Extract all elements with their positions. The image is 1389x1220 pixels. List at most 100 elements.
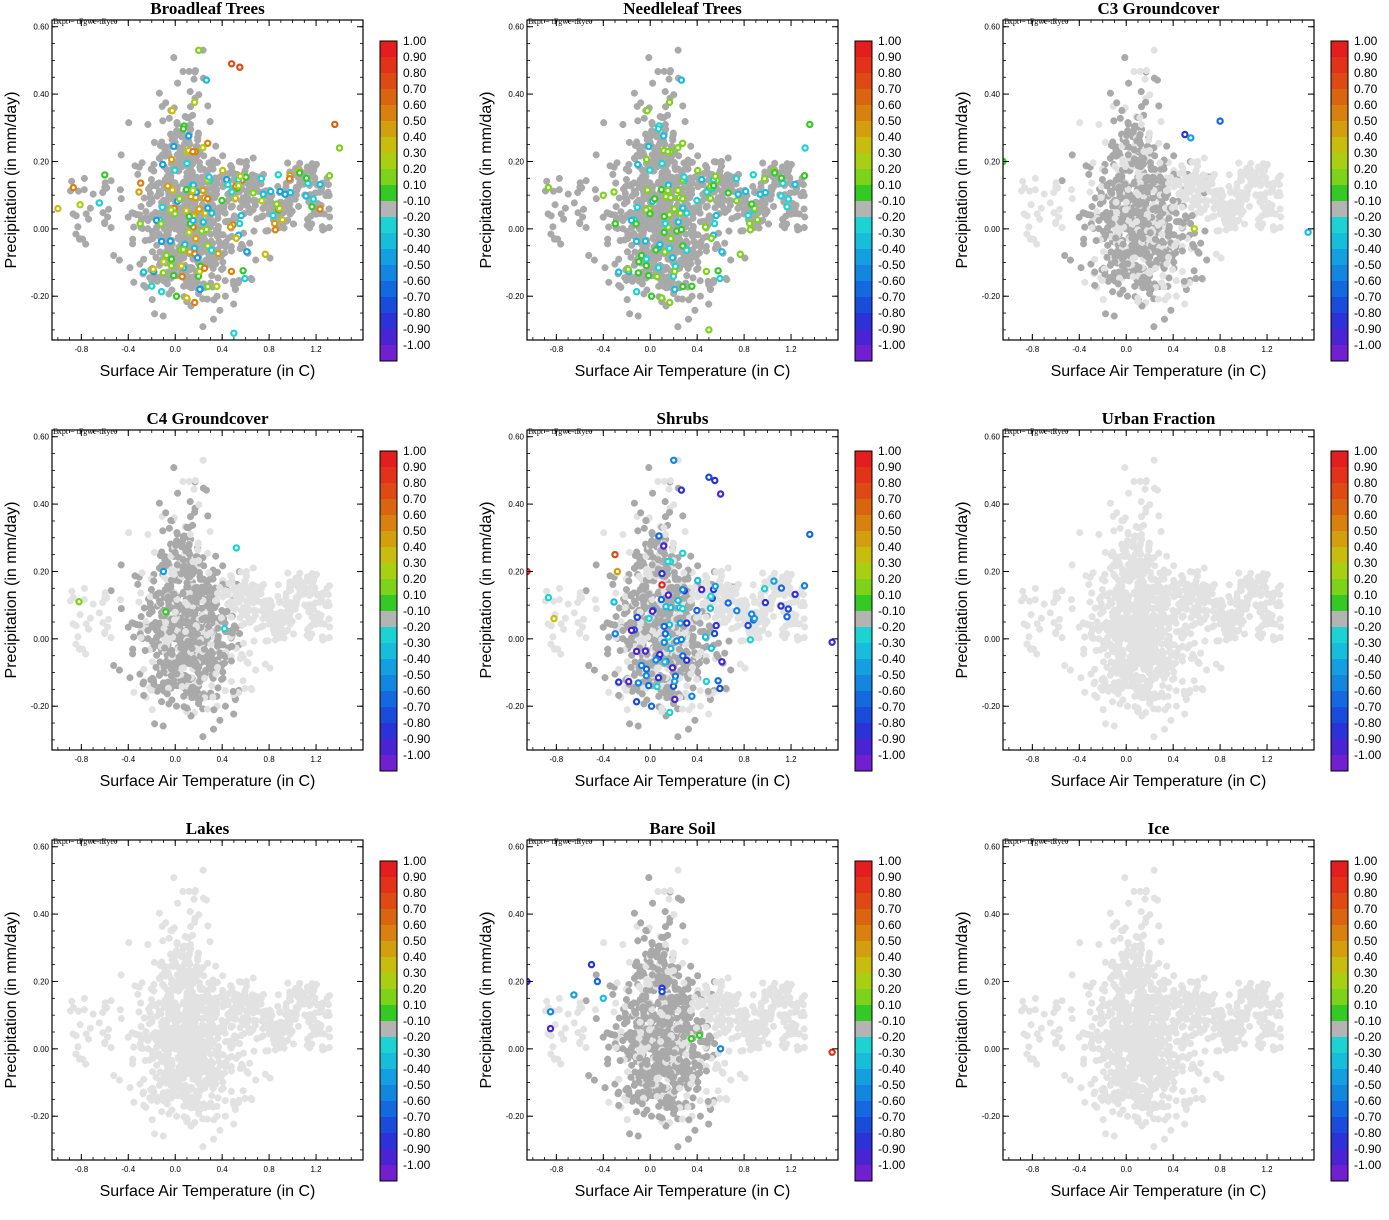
point (1115, 173, 1122, 180)
colorbar-swatch (380, 345, 397, 361)
point (151, 232, 158, 239)
point (578, 185, 585, 192)
colorbar-swatch (380, 73, 397, 89)
point (200, 153, 207, 160)
point (90, 191, 97, 198)
highlight-point (234, 236, 239, 241)
colorbar-swatch (1331, 137, 1348, 153)
highlight-point (159, 239, 164, 244)
highlight-point (634, 221, 639, 226)
point (1167, 174, 1174, 181)
point (1026, 224, 1033, 231)
point (583, 224, 590, 231)
point (684, 272, 691, 279)
highlight-point (251, 190, 256, 195)
point (626, 139, 633, 146)
point (1112, 235, 1119, 242)
point (1213, 202, 1220, 209)
x-tick-label: -0.4 (1072, 345, 1086, 354)
plot-area (1000, 47, 1310, 330)
point (1111, 313, 1118, 320)
highlight-point (758, 192, 763, 197)
point (151, 168, 158, 175)
point (1226, 172, 1233, 179)
point (1041, 191, 1048, 198)
point (1265, 210, 1272, 217)
point (243, 163, 250, 170)
point (304, 222, 311, 229)
point (1119, 256, 1126, 263)
expt-label: Expt = tFgwe-tEyee (53, 427, 118, 436)
point (1104, 242, 1111, 249)
point (1218, 187, 1225, 194)
colorbar-swatch (380, 265, 397, 281)
colorbar-swatch (380, 201, 397, 217)
point (604, 236, 611, 243)
highlight-point (704, 269, 709, 274)
highlight-point (237, 221, 242, 226)
point (675, 166, 682, 173)
point (251, 638, 258, 645)
point (675, 153, 682, 160)
point (149, 622, 156, 629)
colorbar-label: -0.10 (1354, 194, 1382, 208)
point (200, 323, 207, 330)
point (1166, 275, 1173, 282)
highlight-point (311, 196, 316, 201)
point (779, 222, 786, 229)
colorbar-swatch (855, 89, 872, 105)
point (560, 216, 567, 223)
highlight-point (675, 145, 680, 150)
point (1198, 209, 1205, 216)
highlight-point (159, 221, 164, 226)
point (210, 316, 217, 323)
point (616, 195, 623, 202)
point (180, 180, 187, 187)
y-tick-label: 0.60 (33, 23, 49, 32)
point (705, 278, 712, 285)
highlight-point (616, 270, 621, 275)
colorbar: 1.000.900.800.700.600.500.400.300.200.10… (380, 34, 431, 361)
point (228, 204, 235, 211)
point (251, 228, 258, 235)
point (169, 651, 176, 658)
x-tick-label: 0.0 (1121, 345, 1133, 354)
highlight-point (749, 202, 754, 207)
point (613, 203, 620, 210)
point (250, 197, 257, 204)
point (1171, 242, 1178, 249)
point (1260, 203, 1267, 210)
colorbar-label: 1.00 (878, 34, 902, 48)
colorbar-label: 0.10 (878, 178, 902, 192)
point (108, 177, 115, 184)
point (238, 651, 245, 658)
outlier-point (706, 327, 711, 332)
highlight-point (748, 227, 753, 232)
point (206, 160, 213, 167)
point (1131, 246, 1138, 253)
point (222, 277, 229, 284)
colorbar-label: -0.50 (878, 258, 906, 272)
point (659, 201, 666, 208)
highlight-point (297, 170, 302, 175)
highlight-point (159, 289, 164, 294)
colorbar-swatch (380, 185, 397, 201)
point (1096, 217, 1103, 224)
point (1142, 76, 1149, 83)
highlight-point (726, 190, 731, 195)
point (662, 121, 669, 128)
point (1125, 152, 1132, 159)
point (1165, 228, 1172, 235)
highlight-point (214, 284, 219, 289)
outlier-point (1192, 226, 1197, 231)
highlight-point (670, 255, 675, 260)
point (1267, 189, 1274, 196)
point (125, 529, 132, 536)
point (1197, 240, 1204, 247)
point (644, 287, 651, 294)
colorbar-swatch (855, 73, 872, 89)
point (712, 204, 719, 211)
point (68, 178, 75, 185)
